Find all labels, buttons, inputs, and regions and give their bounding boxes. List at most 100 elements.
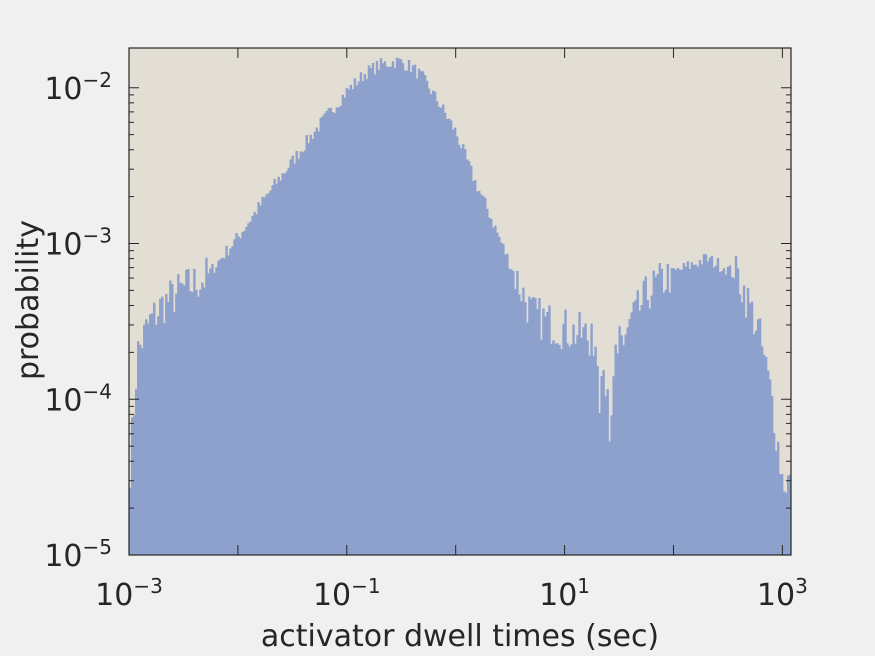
histogram-bar [325, 110, 328, 555]
histogram-bar [411, 65, 415, 555]
histogram-bar [263, 197, 266, 556]
histogram-bar [638, 310, 641, 555]
histogram-bar [658, 262, 662, 555]
histogram-bar [646, 299, 649, 555]
histogram-bar [676, 267, 680, 555]
histogram-bar [558, 345, 561, 555]
histogram-bar [133, 415, 136, 555]
histogram-bar [494, 225, 497, 555]
histogram-bar [532, 297, 535, 555]
histogram-bar [247, 223, 250, 555]
histogram-bar [556, 343, 559, 555]
histogram-bar [341, 94, 345, 555]
histogram-bars [129, 57, 792, 556]
histogram-bar [403, 70, 407, 555]
x-tick-label: 101 [539, 574, 590, 613]
histogram-bar [728, 265, 732, 555]
plot-frame [128, 47, 792, 556]
histogram-bar [161, 296, 164, 555]
histogram-bar [578, 312, 581, 555]
histogram-bar [439, 107, 443, 555]
histogram-bar [449, 120, 453, 556]
histogram-bar [383, 61, 387, 555]
histogram-bar [427, 88, 431, 556]
histogram-bar [389, 66, 393, 555]
histogram-bar [269, 190, 272, 555]
histogram-bar [690, 262, 694, 555]
histogram-bar [562, 323, 565, 555]
histogram-bar [215, 267, 218, 555]
histogram-bar [704, 254, 708, 555]
histogram-bar [433, 91, 437, 555]
histogram-bar [746, 288, 750, 555]
histogram-bar [181, 283, 184, 555]
histogram-bar [536, 309, 539, 555]
y-tick-label-exponent: −5 [83, 535, 112, 559]
histogram-bar [331, 112, 335, 555]
histogram-bar [700, 264, 704, 555]
histogram-bar [147, 323, 150, 555]
histogram-bar [419, 71, 423, 555]
histogram-bar [201, 282, 204, 555]
histogram-bar [283, 173, 286, 555]
histogram-bar [245, 226, 248, 556]
histogram-bar [143, 324, 146, 555]
histogram-bar [185, 269, 188, 555]
histogram-bar [516, 270, 519, 555]
histogram-bar [321, 115, 324, 555]
histogram-bar [654, 276, 657, 555]
histogram-bar [139, 344, 142, 555]
histogram-bar [373, 74, 377, 555]
y-tick-label-base: 10 [44, 383, 82, 418]
histogram-bar [644, 276, 647, 555]
histogram-bar [329, 107, 333, 555]
histogram-bar [656, 273, 659, 555]
histogram-bar [574, 343, 577, 555]
histogram-bar [774, 450, 778, 555]
histogram-bar [257, 202, 260, 556]
histogram-bar [235, 233, 238, 555]
histogram-bar [590, 323, 593, 555]
histogram-bar [534, 298, 537, 555]
histogram-bar [710, 255, 714, 555]
y-tick-label: 10−5 [44, 535, 112, 574]
x-tick-label-base: 10 [313, 578, 351, 613]
histogram-bar [526, 322, 529, 555]
histogram-bar [279, 180, 282, 555]
histogram-bar [301, 152, 304, 555]
y-tick-label-base: 10 [44, 539, 82, 574]
histogram-bar [786, 475, 790, 555]
y-tick-label: 10−4 [44, 379, 112, 418]
histogram-bar [335, 107, 339, 556]
histogram-bar [333, 113, 337, 555]
histogram-bar [259, 205, 262, 555]
histogram-bar [353, 78, 357, 555]
histogram-bar [377, 69, 381, 555]
histogram-bar [480, 194, 483, 556]
histogram-bar [758, 318, 762, 555]
x-tick-label-base: 10 [539, 578, 577, 613]
histogram-bar [453, 127, 457, 556]
histogram-bar [550, 343, 553, 555]
histogram-bar [203, 287, 206, 555]
histogram-bar [552, 340, 555, 555]
histogram-bar [544, 316, 547, 555]
histogram-bar [447, 118, 451, 556]
histogram-bar [660, 268, 664, 555]
histogram-bar [688, 268, 692, 555]
histogram-bar [606, 389, 609, 555]
histogram-bar [668, 292, 672, 555]
histogram-bar [784, 492, 788, 555]
histogram-bar [504, 254, 507, 555]
histogram-bar [628, 319, 631, 555]
histogram-bar [207, 273, 210, 555]
histogram-bar [271, 185, 274, 556]
histogram-bar [554, 343, 557, 555]
histogram-bar [640, 304, 643, 555]
histogram-bar [664, 289, 668, 555]
histogram-bar [694, 264, 698, 555]
histogram-bar [327, 108, 331, 555]
histogram-bar [429, 94, 433, 556]
